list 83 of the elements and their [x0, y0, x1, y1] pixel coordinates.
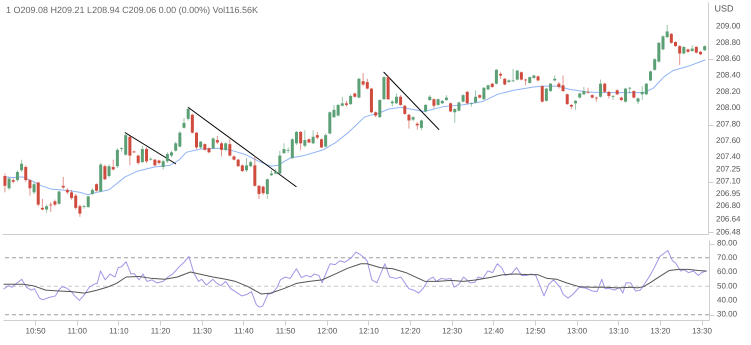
candlestick — [516, 69, 519, 81]
candlestick — [457, 101, 460, 112]
candlestick — [670, 32, 673, 44]
y-tick-label: 207.40 — [716, 152, 742, 162]
candlestick — [145, 146, 148, 164]
y-tick-label: 207.60 — [716, 136, 742, 145]
x-tick-label: 12:00 — [317, 326, 338, 336]
x-tick-label: 11:10 — [109, 326, 130, 336]
y-tick-label: 208.20 — [716, 86, 742, 96]
candlestick — [124, 132, 128, 156]
candlestick — [74, 193, 78, 210]
y-tick-label: 208.00 — [716, 103, 742, 112]
candlestick — [649, 70, 652, 82]
y-tick-label: 80.00 — [717, 238, 738, 248]
candlestick — [178, 130, 182, 148]
candlestick — [382, 76, 386, 101]
line-series — [4, 263, 707, 294]
candlestick — [566, 92, 569, 106]
y-tick-label: 206.80 — [716, 201, 742, 210]
candlestick — [103, 164, 106, 181]
candlestick — [8, 176, 11, 190]
candlestick — [540, 84, 544, 103]
candlestick — [449, 102, 452, 113]
candlestick — [603, 82, 606, 94]
candlestick — [328, 110, 332, 135]
y-tick-label: 208.60 — [716, 54, 742, 64]
candlestick — [544, 87, 548, 102]
candlestick — [466, 90, 469, 105]
y-tick-label: 208.80 — [716, 38, 742, 47]
x-tick-label: 11:40 — [234, 326, 254, 336]
y-tick-label: 60.00 — [717, 267, 738, 276]
x-tick-label: 13:20 — [650, 326, 671, 336]
x-tick-label: 12:10 — [358, 326, 380, 336]
y-tick-label: 206.64 — [716, 214, 742, 224]
candlestick — [186, 106, 190, 121]
candlestick — [494, 68, 498, 86]
y-tick-label: 206.48 — [716, 227, 742, 236]
x-tick-label: 12:30 — [442, 326, 463, 336]
candlestick — [212, 137, 215, 150]
candlestick — [644, 82, 648, 96]
candlestick — [370, 87, 373, 114]
x-tick-label: 13:10 — [608, 326, 630, 336]
candlestick — [624, 87, 628, 103]
y-tick-label: 70.00 — [717, 252, 738, 262]
line-series — [4, 250, 707, 308]
candlestick — [324, 133, 328, 148]
x-tick-label: 11:20 — [150, 326, 171, 336]
y-tick-label: 207.25 — [716, 164, 742, 174]
candlestick — [195, 131, 198, 150]
y-tick-label: 206.95 — [716, 188, 742, 198]
candlestick — [378, 98, 382, 118]
y-tick-label: 209.00 — [716, 22, 742, 31]
x-tick-label: 11:50 — [276, 326, 296, 336]
candlestick — [357, 77, 360, 99]
y-tick-label: 40.00 — [717, 296, 738, 304]
y-tick-label: 50.00 — [717, 281, 738, 290]
candlestick — [336, 104, 340, 117]
candlestick — [58, 190, 61, 206]
x-tick-label: 12:20 — [400, 326, 421, 336]
x-tick-label: 11:00 — [68, 326, 88, 336]
candlestick — [99, 162, 102, 193]
x-tick-label: 11:30 — [192, 326, 212, 336]
candlestick — [482, 86, 486, 101]
candlestick — [86, 195, 90, 208]
chart-title: 1 O209.08 H209.21 L208.94 C209.06 0.00 (0.00%) Vol116.56K — [6, 5, 258, 15]
y-tick-label: 207.80 — [716, 120, 742, 129]
x-tick-label: 10:50 — [26, 326, 46, 336]
y-axis-title: USD — [714, 4, 734, 14]
y-tick-label: 207.10 — [716, 176, 742, 186]
candlestick — [190, 113, 194, 134]
x-tick-label: 13:00 — [567, 326, 588, 336]
candlestick — [386, 75, 390, 101]
candlestick — [32, 182, 36, 194]
x-tick-label: 12:50 — [525, 326, 546, 336]
y-tick-label: 30.00 — [717, 310, 738, 319]
y-tick-label: 208.40 — [716, 70, 742, 80]
candlestick — [403, 104, 406, 116]
line-series — [4, 60, 706, 196]
x-tick-label: 12:40 — [484, 326, 504, 336]
candlestick — [108, 164, 111, 178]
x-tick-label: 13:30 — [692, 326, 713, 336]
candlestick — [320, 138, 323, 149]
candlestick — [36, 181, 40, 207]
